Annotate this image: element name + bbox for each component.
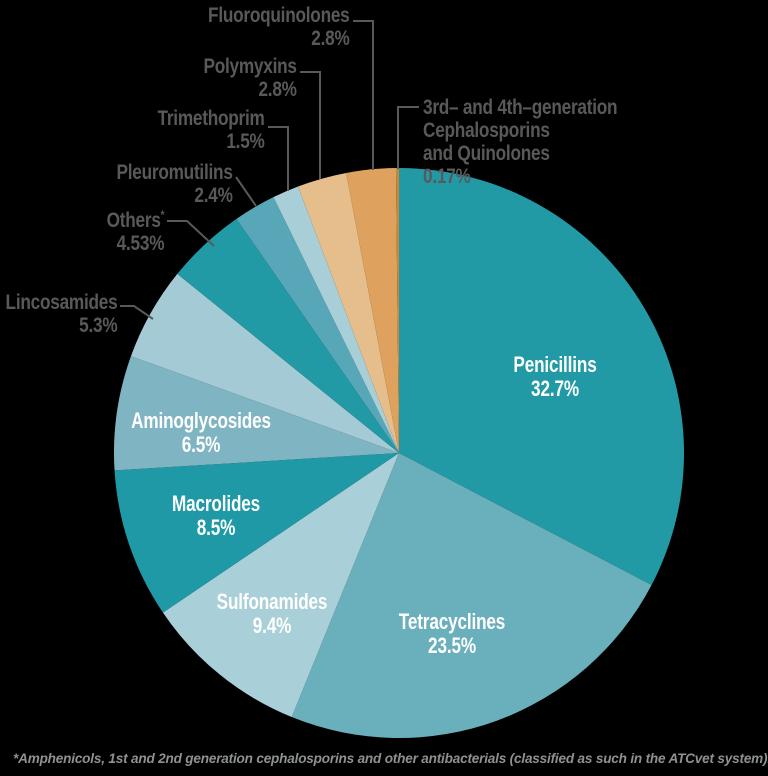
slice-sulfonamides bbox=[162, 453, 399, 718]
slice-polymyxins bbox=[298, 172, 399, 453]
slice-aminoglycosides bbox=[113, 356, 400, 471]
leader-line-polymyxins bbox=[300, 71, 321, 179]
slice-pleuromutilins bbox=[236, 197, 399, 453]
footnote: *Amphenicols, 1st and 2nd generation cep… bbox=[13, 750, 768, 766]
slice-cephalosporins_quinolones bbox=[395, 168, 399, 453]
leader-line-trimethoprim bbox=[268, 126, 289, 191]
leader-line-lincosamides bbox=[120, 305, 154, 320]
leader-line-pleuromutilins bbox=[235, 176, 257, 207]
slice-tetracyclines bbox=[291, 453, 652, 739]
slice-lincosamides bbox=[130, 273, 399, 453]
slice-others bbox=[177, 218, 399, 453]
slice-penicillins bbox=[399, 168, 684, 586]
leader-lines bbox=[120, 20, 419, 320]
leader-line-others bbox=[167, 220, 215, 247]
leader-line-fluoroquinolones bbox=[353, 20, 374, 170]
slice-trimethoprim bbox=[273, 186, 399, 454]
pie-slices bbox=[113, 168, 684, 739]
slice-fluoroquinolones bbox=[346, 168, 399, 453]
slice-macrolides bbox=[114, 453, 399, 613]
leader-line-cephalosporins_quinolones bbox=[397, 106, 419, 169]
